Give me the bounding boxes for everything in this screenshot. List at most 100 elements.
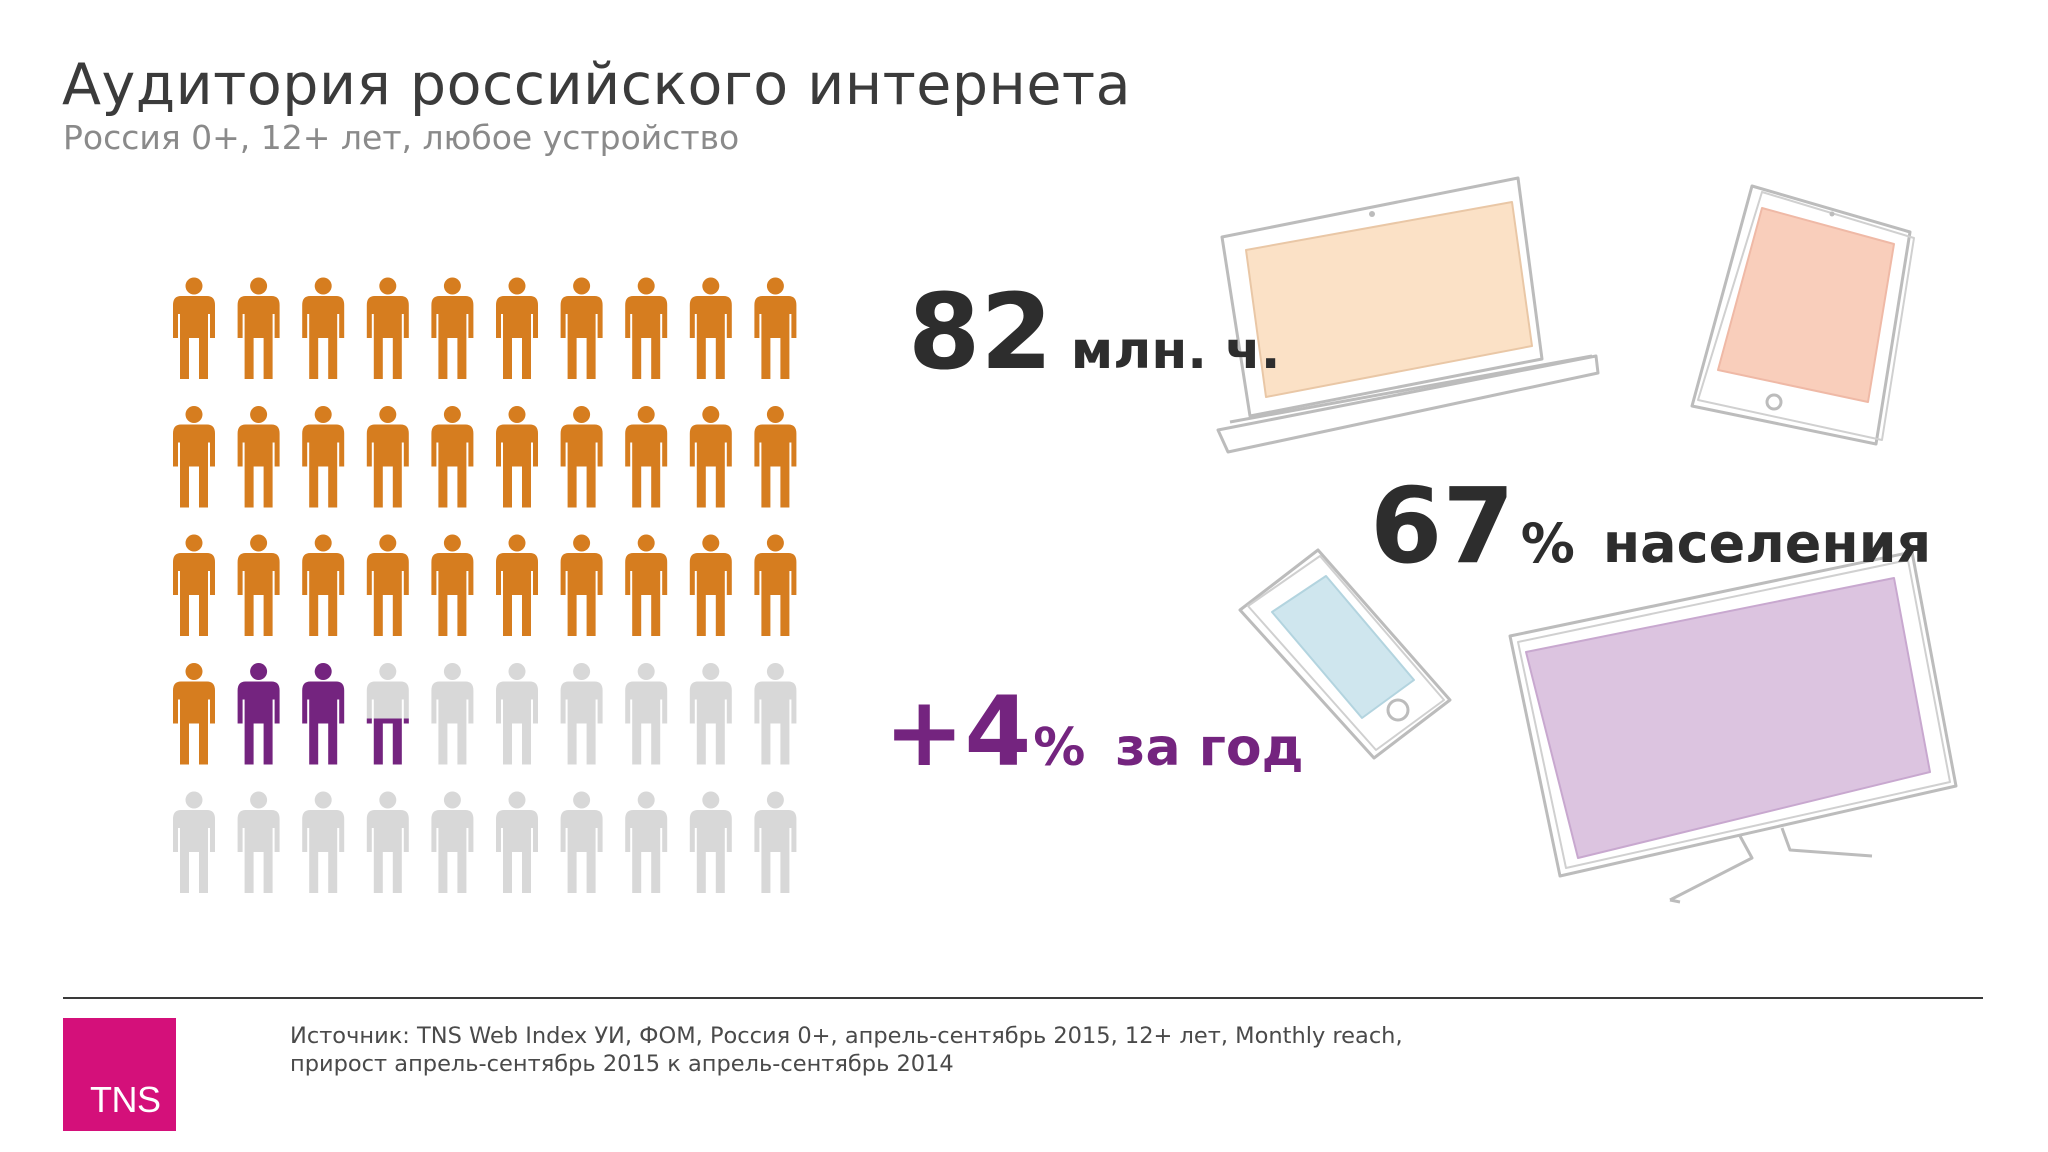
tns-logo-text: TNS	[90, 1079, 161, 1120]
person-icon-empty	[625, 791, 668, 893]
person-head	[379, 663, 397, 680]
person-body	[302, 810, 345, 893]
audience-value: 82	[908, 271, 1053, 393]
person-head	[637, 534, 655, 552]
person-icon-reach	[754, 534, 797, 636]
person-head	[508, 277, 526, 295]
person-icon-empty	[366, 791, 409, 893]
person-icon-reach	[689, 406, 732, 508]
person-icon-growth	[237, 663, 280, 765]
person-head	[508, 534, 526, 552]
person-head	[185, 534, 203, 552]
audience-unit: млн. ч.	[1070, 321, 1281, 381]
person-head	[314, 406, 332, 423]
person-body	[237, 296, 280, 379]
person-head	[766, 534, 784, 552]
person-head	[766, 277, 784, 295]
person-icon-empty	[754, 791, 797, 893]
person-body	[431, 424, 474, 508]
page-title: Аудитория российского интернета	[62, 52, 1132, 118]
person-body	[431, 296, 474, 379]
person-head	[250, 277, 268, 295]
person-body	[302, 553, 345, 636]
person-body	[754, 810, 797, 893]
person-icon-empty	[431, 663, 474, 765]
person-body	[560, 424, 603, 508]
person-head	[508, 663, 526, 680]
person-head	[443, 534, 461, 552]
person-body	[625, 810, 668, 893]
population-unit: %	[1520, 512, 1575, 575]
source-line-2: прирост апрель-сентябрь 2015 к апрель-се…	[290, 1051, 954, 1077]
person-body	[302, 296, 345, 379]
person-head	[702, 791, 720, 809]
person-head	[185, 277, 203, 295]
population-value: 67	[1370, 465, 1515, 587]
person-icon-empty	[237, 791, 280, 893]
person-body	[431, 681, 474, 765]
person-head	[702, 534, 720, 552]
person-icon-empty	[173, 791, 215, 893]
person-icon-empty	[496, 663, 538, 765]
person-body	[173, 424, 215, 508]
person-head	[250, 663, 268, 680]
person-icon-reach	[689, 534, 732, 636]
person-icon-reach	[560, 406, 603, 508]
person-head	[379, 277, 397, 295]
person-body	[754, 681, 797, 765]
person-body	[689, 424, 732, 508]
person-head	[379, 534, 397, 552]
person-body	[173, 296, 215, 379]
person-head	[379, 406, 397, 423]
person-icon-reach	[366, 277, 409, 379]
person-head	[702, 277, 720, 295]
person-head	[250, 534, 268, 552]
person-icon-reach	[431, 534, 474, 636]
person-body	[431, 810, 474, 893]
person-head	[573, 406, 591, 423]
person-body	[237, 810, 280, 893]
person-head	[766, 406, 784, 423]
person-body	[237, 681, 280, 765]
person-head	[508, 406, 526, 423]
population-label: населения	[1602, 512, 1932, 575]
person-body	[496, 553, 538, 636]
person-head	[314, 277, 332, 295]
person-body	[754, 424, 797, 508]
person-head	[250, 406, 268, 423]
person-head	[314, 534, 332, 552]
person-icon-reach	[431, 277, 474, 379]
person-icon-reach	[496, 534, 538, 636]
person-icon-reach	[625, 534, 668, 636]
person-icon-reach	[302, 534, 345, 636]
person-head	[508, 791, 526, 809]
person-body	[560, 681, 603, 765]
person-body	[366, 718, 409, 765]
person-icon-reach	[625, 277, 668, 379]
source-line-1: Источник: TNS Web Index УИ, ФОМ, Россия …	[290, 1023, 1403, 1049]
source-note: Источник: TNS Web Index УИ, ФОМ, Россия …	[290, 1022, 1403, 1078]
person-body	[496, 296, 538, 379]
person-icon-reach	[689, 277, 732, 379]
person-head	[443, 791, 461, 809]
audience-stat: 82 млн. ч.	[908, 280, 1281, 384]
footer-divider	[63, 997, 1983, 999]
person-head	[185, 406, 203, 423]
person-body	[689, 296, 732, 379]
person-icon-reach	[754, 406, 797, 508]
person-icon-reach	[496, 277, 538, 379]
population-stat: 67% населения	[1370, 474, 1931, 578]
person-body	[173, 681, 215, 765]
person-head	[573, 277, 591, 295]
person-icon-partial	[366, 663, 409, 765]
person-icon-reach	[173, 534, 215, 636]
person-icon-reach	[625, 406, 668, 508]
person-head	[637, 277, 655, 295]
person-body	[625, 296, 668, 379]
person-body	[302, 424, 345, 508]
page-subtitle: Россия 0+, 12+ лет, любое устройство	[63, 118, 740, 157]
person-body	[237, 424, 280, 508]
person-body	[560, 553, 603, 636]
person-icon-reach	[302, 406, 345, 508]
